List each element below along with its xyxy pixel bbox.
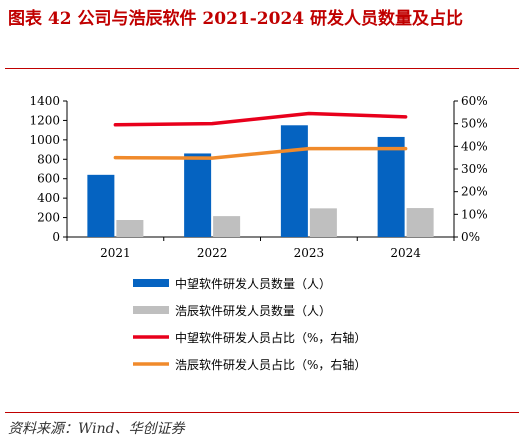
figure-title: 图表 42 公司与浩辰软件 2021-2024 研发人员数量及占比: [8, 9, 464, 29]
x-tick-label: 2023: [294, 246, 325, 260]
line-gstarcad-ratio: [113, 146, 408, 160]
legend-label: 浩辰软件研发人员占比（%，右轴）: [175, 357, 366, 372]
y-right-tick-label: 40%: [461, 139, 488, 153]
legend-label: 中望软件研发人员数量（人）: [175, 276, 331, 291]
y-right-tick-label: 50%: [461, 117, 488, 131]
line-zwsoft-ratio: [113, 111, 408, 127]
bar-gstarcad: [309, 208, 337, 237]
y-left-tick-label: 1000: [29, 133, 60, 147]
legend-label: 浩辰软件研发人员数量（人）: [175, 303, 331, 318]
bar-gstarcad: [213, 216, 241, 237]
y-left-tick-label: 200: [37, 211, 60, 225]
y-right-tick-label: 20%: [461, 185, 488, 199]
y-left-tick-label: 400: [37, 191, 60, 205]
y-right-tick-label: 60%: [461, 94, 488, 108]
legend-swatch: [133, 279, 169, 287]
x-tick-label: 2022: [197, 246, 228, 260]
y-right-tick-label: 30%: [461, 162, 488, 176]
legend-swatch: [133, 306, 169, 314]
y-left-tick-label: 1200: [29, 113, 60, 127]
bar-zwsoft: [377, 136, 405, 237]
source-rule: [5, 412, 519, 413]
legend-label: 中望软件研发人员占比（%，右轴）: [175, 330, 366, 345]
y-right-tick-label: 0%: [461, 230, 480, 244]
y-left-tick-label: 0: [52, 230, 60, 244]
y-left-tick-label: 800: [37, 152, 60, 166]
y-left-tick-label: 600: [37, 172, 60, 186]
y-right-tick-label: 10%: [461, 207, 488, 221]
source-note: 资料来源：Wind、华创证券: [8, 421, 185, 437]
x-tick-label: 2021: [100, 246, 131, 260]
y-left-tick-label: 1400: [29, 94, 60, 108]
bar-zwsoft: [184, 153, 212, 237]
title-rule: [5, 68, 519, 69]
x-tick-label: 2024: [390, 246, 421, 260]
bar-zwsoft: [280, 125, 308, 237]
bar-zwsoft: [87, 174, 115, 237]
bar-gstarcad: [116, 220, 144, 237]
bar-gstarcad: [406, 208, 434, 237]
